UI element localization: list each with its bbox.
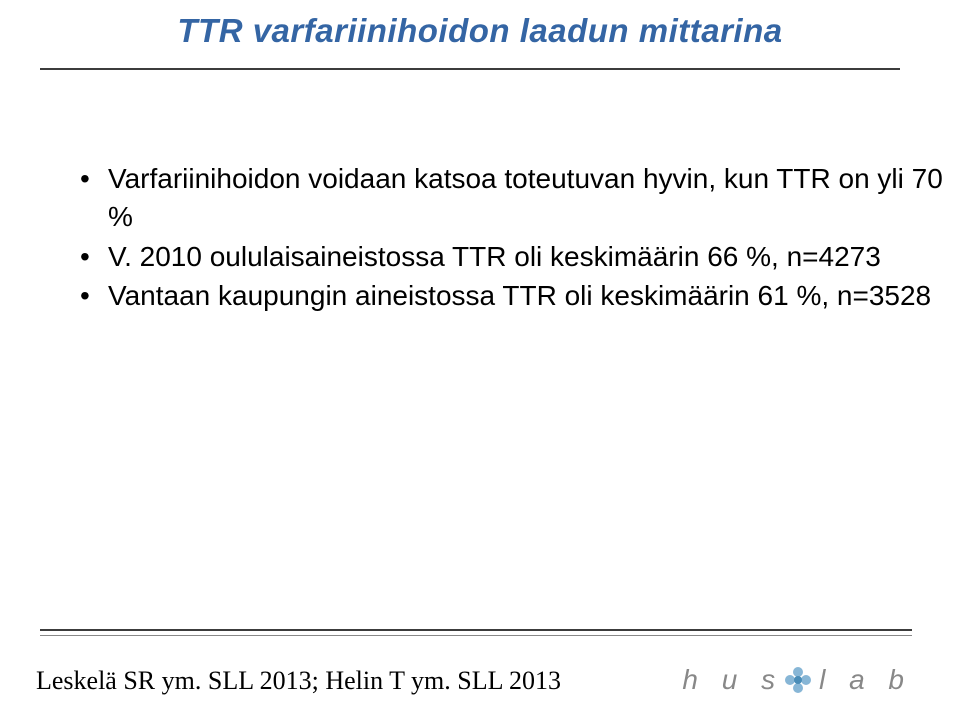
list-item: Vantaan kaupungin aineistossa TTR oli ke…: [80, 277, 960, 315]
slide-title: TTR varfariinihoidon laadun mittarina: [0, 0, 960, 50]
footer-divider: [40, 629, 912, 636]
citation-text: Leskelä SR ym. SLL 2013; Helin T ym. SLL…: [36, 666, 561, 696]
logo-text-right: l a b: [819, 664, 912, 696]
bullet-list: Varfariinihoidon voidaan katsoa toteutuv…: [80, 160, 960, 315]
list-item: V. 2010 oululaisaineistossa TTR oli kesk…: [80, 238, 960, 276]
list-item: Varfariinihoidon voidaan katsoa toteutuv…: [80, 160, 960, 236]
title-underline: [40, 68, 900, 70]
huslab-logo: h u s l a b: [682, 664, 912, 696]
logo-text-left: h u s: [682, 664, 783, 696]
flower-icon: [783, 665, 813, 695]
